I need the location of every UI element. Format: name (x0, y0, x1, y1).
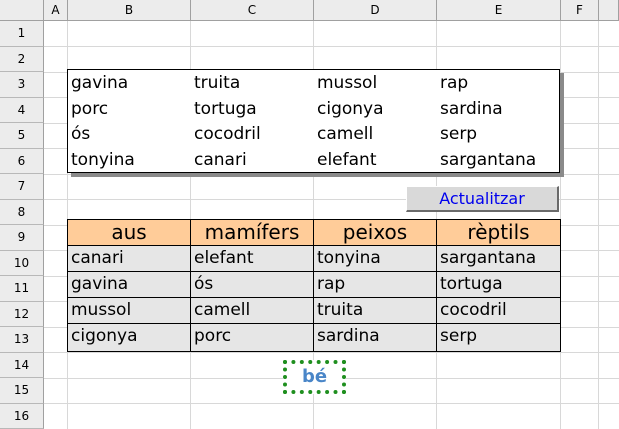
row-header-6[interactable]: 6 (0, 148, 44, 174)
row-header-1[interactable]: 1 (0, 21, 44, 47)
word-cell[interactable]: truita (194, 73, 241, 93)
table-cell[interactable]: truita (314, 298, 437, 324)
row-header-11[interactable]: 11 (0, 276, 44, 302)
grid-line (44, 173, 619, 175)
column-header-f[interactable]: F (561, 0, 599, 21)
row-header-5[interactable]: 5 (0, 123, 44, 149)
word-cell[interactable]: porc (71, 98, 109, 119)
grid-line (44, 352, 619, 353)
table-cell[interactable]: tortuga (437, 272, 561, 298)
table-cell[interactable]: sargantana (437, 246, 561, 272)
result-badge: bé (283, 360, 346, 394)
word-cell[interactable]: camell (317, 124, 374, 144)
row-header-14[interactable]: 14 (0, 352, 44, 378)
update-button[interactable]: Actualitzar (406, 186, 559, 212)
column-header-e[interactable]: E (437, 0, 561, 21)
column-header-b[interactable]: B (68, 0, 191, 21)
row-header-2[interactable]: 2 (0, 46, 44, 72)
word-cell[interactable]: cocodril (194, 124, 261, 144)
select-all-corner[interactable] (0, 0, 44, 21)
word-cell[interactable]: gavina (71, 73, 129, 93)
word-cell[interactable]: rap (440, 73, 469, 93)
header-cell-reptils[interactable]: rèptils (437, 220, 561, 246)
table-cell[interactable]: serp (437, 324, 561, 352)
table-cell[interactable]: rap (314, 272, 437, 298)
table-cell[interactable]: cigonya (68, 324, 191, 352)
word-cell[interactable]: serp (440, 124, 478, 144)
word-cell[interactable]: tonyina (71, 149, 135, 170)
word-cell[interactable]: tortuga (194, 98, 257, 119)
column-header-g[interactable] (599, 0, 619, 21)
word-cell[interactable]: ós (71, 124, 91, 144)
row-header-15[interactable]: 15 (0, 378, 44, 404)
word-source-box: gavina truita mussol rap porc tortuga ci… (67, 69, 560, 173)
word-cell[interactable]: elefant (317, 149, 377, 170)
header-cell-peixos[interactable]: peixos (314, 220, 437, 246)
word-cell[interactable]: sardina (440, 98, 503, 119)
table-cell[interactable]: porc (191, 324, 314, 352)
header-cell-aus[interactable]: aus (68, 220, 191, 246)
row-header-16[interactable]: 16 (0, 403, 44, 429)
word-cell[interactable]: canari (194, 149, 247, 170)
header-cell-mamifers[interactable]: mamífers (191, 220, 314, 246)
row-header-9[interactable]: 9 (0, 225, 44, 251)
table-cell[interactable]: sardina (314, 324, 437, 352)
word-cell[interactable]: sargantana (440, 149, 537, 170)
table-cell[interactable]: gavina (68, 272, 191, 298)
grid-line (44, 46, 619, 47)
table-cell[interactable]: tonyina (314, 246, 437, 272)
column-header-c[interactable]: C (191, 0, 314, 21)
row-header-12[interactable]: 12 (0, 301, 44, 327)
table-cell[interactable]: cocodril (437, 298, 561, 324)
word-cell[interactable]: mussol (317, 73, 378, 93)
grid-line (44, 199, 619, 200)
row-header-7[interactable]: 7 (0, 174, 44, 200)
column-header-d[interactable]: D (314, 0, 437, 21)
row-header-13[interactable]: 13 (0, 327, 44, 353)
row-header-10[interactable]: 10 (0, 250, 44, 276)
row-header-3[interactable]: 3 (0, 72, 44, 98)
grid-line (44, 403, 619, 404)
table-cell[interactable]: canari (68, 246, 191, 272)
row-header-8[interactable]: 8 (0, 199, 44, 225)
word-cell[interactable]: cigonya (317, 98, 384, 119)
table-cell[interactable]: camell (191, 298, 314, 324)
table-cell[interactable]: elefant (191, 246, 314, 272)
table-cell[interactable]: ós (191, 272, 314, 298)
table-cell[interactable]: mussol (68, 298, 191, 324)
column-header-a[interactable]: A (44, 0, 68, 21)
row-header-4[interactable]: 4 (0, 97, 44, 123)
classification-table: aus mamífers peixos rèptils canari elefa… (67, 219, 561, 352)
